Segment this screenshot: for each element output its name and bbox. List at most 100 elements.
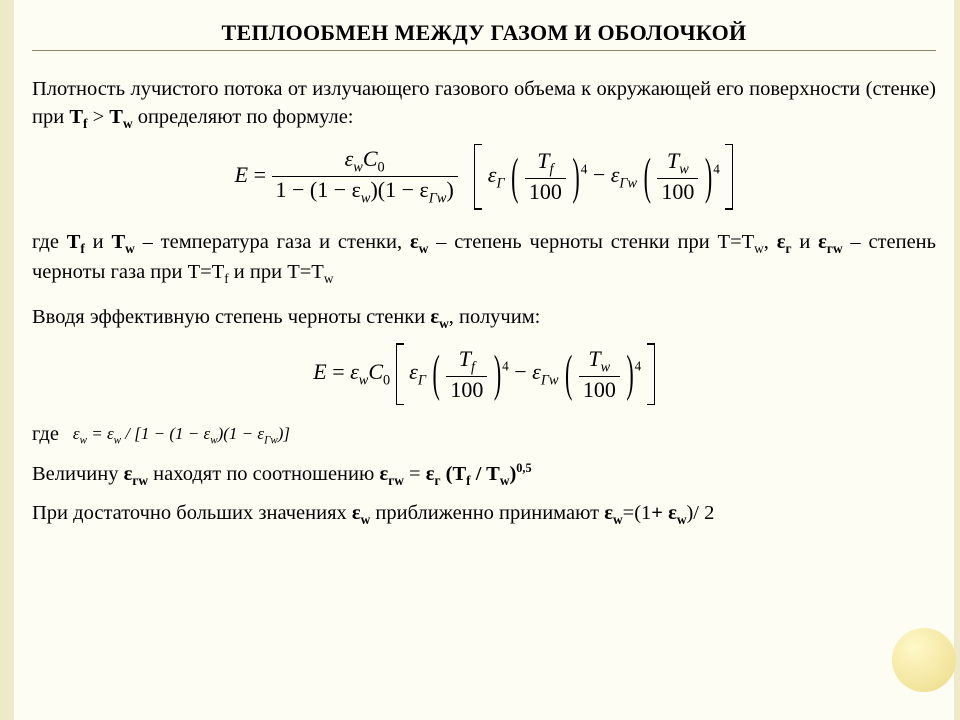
text: приближенно принимают (370, 502, 604, 524)
sub: 0 (383, 373, 390, 389)
text: При достаточно больших значениях (32, 502, 352, 524)
equation-3: εw = εw / [1 − (1 − εw)(1 − εГw)] (73, 424, 290, 446)
title-underline (32, 50, 936, 51)
fraction: Tf 100 (525, 148, 566, 205)
eps: ε (410, 231, 419, 253)
minus: − (514, 359, 532, 384)
sub: 0 (378, 159, 385, 175)
epsGw: ε (532, 359, 541, 384)
paragraph-5: При достаточно больших значениях εw приб… (32, 499, 936, 529)
text: / [1 − (1 − ε (121, 424, 210, 443)
paren-r: ) (625, 349, 634, 400)
sym: T (111, 231, 125, 253)
eps: ε (430, 306, 439, 328)
pow: 4 (502, 359, 509, 374)
pow: 4 (581, 161, 588, 176)
text: , получим: (449, 306, 541, 328)
text: – степень черноты стенки при T=T (428, 231, 754, 253)
text: 1 − (1 − ε (276, 177, 361, 202)
sub: w (125, 241, 135, 256)
paren-l: ( (564, 349, 573, 400)
text: ) (446, 177, 453, 202)
sym-Tf: T (69, 106, 83, 128)
fraction: εwC0 1 − (1 − εw)(1 − εГw) (272, 146, 458, 208)
sym: T (459, 346, 471, 371)
text: (T (441, 463, 467, 485)
text: )(1 − ε (218, 424, 265, 443)
eps: ε (604, 502, 613, 524)
paren-l: ( (643, 151, 652, 202)
sub: Гw (541, 373, 559, 389)
sub: f (550, 161, 554, 177)
sub: w (500, 473, 510, 488)
sym: T (67, 231, 81, 253)
text: Величину (32, 463, 124, 485)
epsG: ε (409, 359, 418, 384)
sub: w (601, 359, 611, 375)
text: где (32, 231, 67, 253)
sub: Гw (429, 191, 447, 207)
paragraph-1: Плотность лучистого потока от излучающег… (32, 75, 936, 134)
text: находят по соотношению (148, 463, 379, 485)
text: = (404, 463, 426, 485)
bracket-l (396, 343, 404, 405)
sub: w (439, 316, 449, 331)
where-label: где (32, 423, 59, 446)
sub: w (361, 512, 371, 527)
fraction: Tf 100 (446, 346, 487, 403)
where-row: где εw = εw / [1 − (1 − εw)(1 − εГw)] (32, 423, 936, 446)
den: 100 (579, 376, 620, 403)
text: )(1 − ε (370, 177, 428, 202)
pow: 4 (635, 359, 642, 374)
slide-content: ТЕПЛООБМЕН МЕЖДУ ГАЗОМ И ОБОЛОЧКОЙ Плотн… (14, 0, 954, 720)
sub: w (324, 271, 334, 286)
sub: w (210, 434, 217, 446)
sub: w (679, 161, 689, 177)
paren-l: ( (431, 349, 440, 400)
sub: гw (132, 473, 148, 488)
bracket-l (474, 144, 482, 210)
pow: 4 (713, 161, 720, 176)
fraction: Tw 100 (579, 346, 620, 403)
text: определяют по формуле: (133, 106, 354, 128)
text: и (792, 231, 811, 253)
text: – температура газа и стенки, (135, 231, 410, 253)
sym-C: C (368, 359, 383, 384)
eps: ε (668, 502, 677, 524)
text: =(1 (623, 502, 652, 524)
sub: гw (827, 241, 843, 256)
eps: ε (73, 424, 80, 443)
sub: Г (496, 175, 504, 191)
sub: w (613, 512, 623, 527)
text: и при T=T (229, 261, 324, 283)
equals: = (248, 162, 271, 187)
eq: = ε (87, 424, 114, 443)
sub: w (353, 159, 363, 175)
bracket-r (647, 343, 655, 405)
paren-r: ) (493, 349, 502, 400)
sub: w (419, 241, 429, 256)
paren-r: ) (571, 151, 580, 202)
minus: − (593, 162, 611, 187)
text: )] (278, 424, 290, 443)
sym-Tw: T (109, 106, 123, 128)
sym-C: C (363, 146, 378, 171)
equation-1: E = εwC0 1 − (1 − εw)(1 − εГw) εГ ( Tf 1… (32, 144, 936, 210)
eps: ε (379, 463, 388, 485)
den: 100 (525, 178, 566, 205)
equation-2: E = εwC0 εГ ( Tf 100 )4 − εГw ( Tw 100 )… (32, 343, 936, 405)
text: , (764, 231, 777, 253)
sym: T (588, 346, 600, 371)
eps: ε (777, 231, 786, 253)
pow: 0,5 (516, 461, 531, 475)
sub: гw (388, 473, 404, 488)
sub: Г (418, 373, 426, 389)
text: Вводя эффективную степень черноты стенки (32, 306, 430, 328)
den: 100 (657, 178, 698, 205)
bracket-r (725, 144, 733, 210)
sub: w (114, 434, 121, 446)
paren-r: ) (704, 151, 713, 202)
paragraph-2: где Tf и Tw – температура газа и стенки,… (32, 228, 936, 289)
eps: ε (818, 231, 827, 253)
eps: ε (352, 502, 361, 524)
